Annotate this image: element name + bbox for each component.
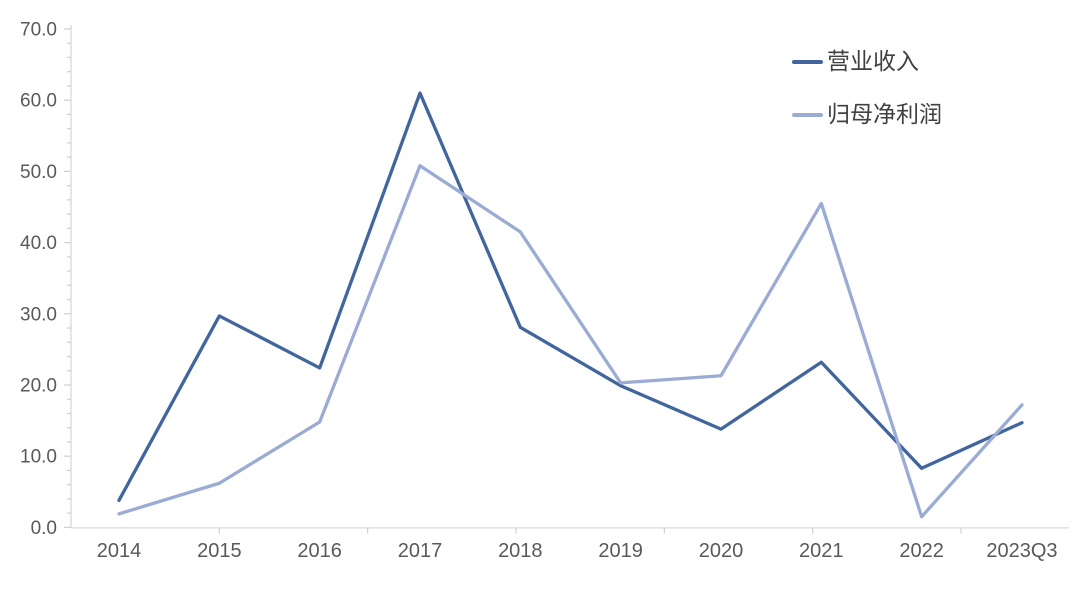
y-tick-label: 20.0 [20,376,57,397]
series-line-1 [117,164,1024,519]
x-tick-label: 2022 [899,540,944,562]
x-tick-label: 2015 [197,540,242,562]
y-tick-label: 10.0 [20,447,57,468]
x-tick-label: 2018 [498,540,543,562]
x-tick-label: 2014 [97,540,142,562]
legend-item-net-profit: 归母净利润 [792,99,942,130]
legend-label-revenue: 营业收入 [827,49,919,74]
legend: 营业收入 归母净利润 [792,46,942,130]
x-tick-label: 2017 [398,540,443,562]
legend-item-revenue: 营业收入 [792,46,942,77]
x-tick-label: 2019 [598,540,643,562]
x-tick-label: 2016 [297,540,342,562]
y-tick-label: 40.0 [20,233,57,254]
y-tick-label: 70.0 [20,20,57,41]
x-tick-label: 2023Q3 [986,540,1057,562]
legend-label-net-profit: 归母净利润 [827,102,942,127]
y-tick-label: 50.0 [20,162,57,183]
y-tick-label: 60.0 [20,91,57,112]
y-tick-label: 0.0 [31,518,57,539]
legend-line-swatch-revenue [792,59,823,64]
x-tick-label: 2021 [799,540,844,562]
series-line-0 [117,91,1024,502]
x-tick-label: 2020 [699,540,744,562]
legend-line-swatch-net-profit [792,112,823,117]
y-tick-label: 30.0 [20,304,57,325]
